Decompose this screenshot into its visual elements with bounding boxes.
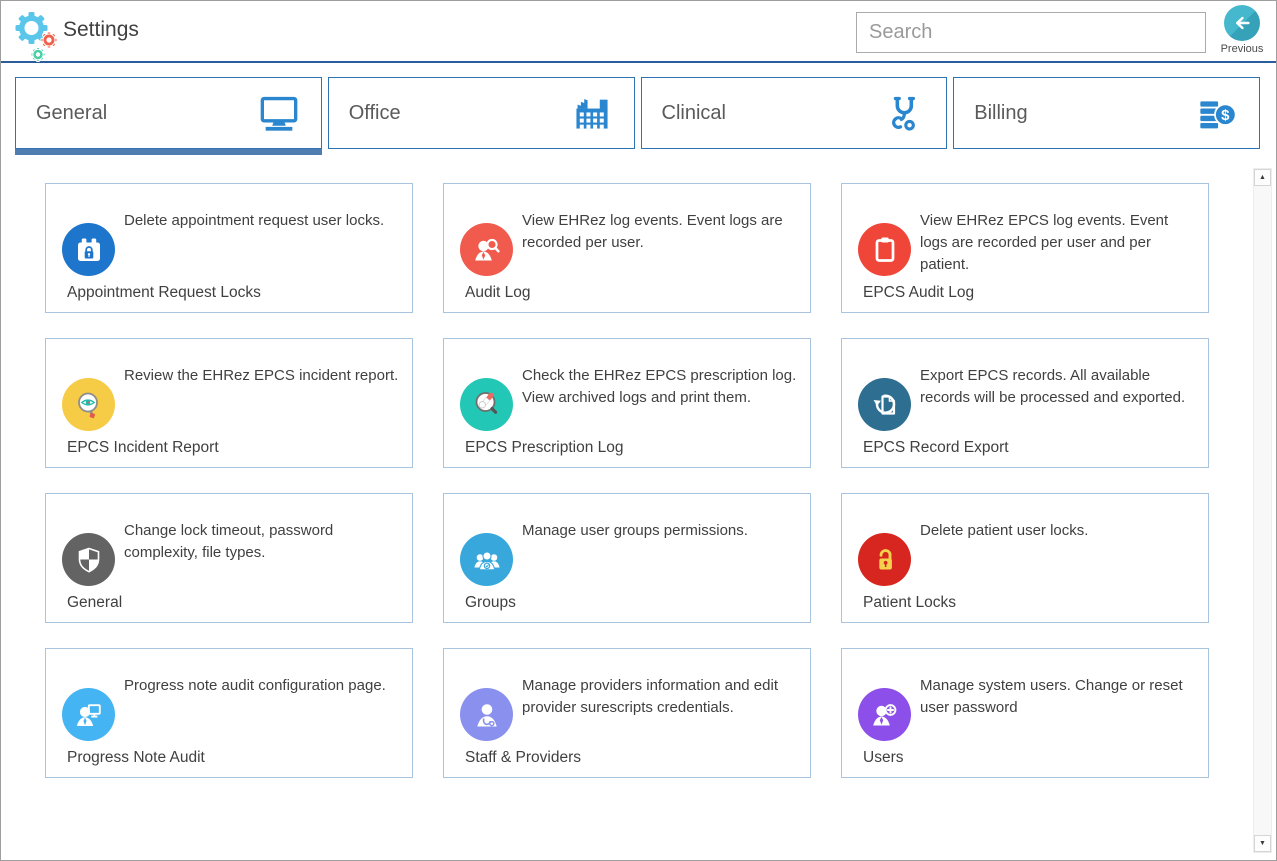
card-title: EPCS Incident Report: [67, 439, 219, 456]
card-title: EPCS Record Export: [863, 439, 1009, 456]
card-groups[interactable]: Manage user groups permissions. Groups: [443, 493, 811, 623]
card-description: View EHRez log events. Event logs are re…: [522, 212, 783, 251]
card-title: EPCS Audit Log: [863, 284, 975, 301]
card-description: Manage providers information and edit pr…: [522, 677, 778, 716]
person-plus-icon: [858, 688, 911, 741]
tab-label: Clinical: [661, 101, 726, 124]
card-title: Progress Note Audit: [67, 749, 205, 766]
scroll-down-icon[interactable]: ▼: [1254, 835, 1271, 852]
card-description: Review the EHRez EPCS incident report.: [124, 367, 399, 384]
card-description: Change lock timeout, password complexity…: [124, 522, 334, 561]
header: Settings Previous: [1, 1, 1276, 63]
stethoscope-icon: [892, 96, 916, 131]
document-export-icon: [858, 378, 911, 431]
card-progress-note-audit[interactable]: Progress note audit configuration page. …: [45, 648, 413, 778]
magnifier-eye-icon: [62, 378, 115, 431]
card-patient-locks[interactable]: Delete patient user locks. Patient Locks: [841, 493, 1209, 623]
person-search-icon: [460, 223, 513, 276]
open-lock-icon: [858, 533, 911, 586]
back-arrow-icon[interactable]: [1224, 5, 1260, 41]
card-description: Manage user groups permissions.: [522, 522, 748, 539]
person-stethoscope-icon: [460, 688, 513, 741]
calendar-lock-icon: [62, 223, 115, 276]
tab-office[interactable]: Office: [327, 77, 635, 149]
tab-label: General: [36, 101, 108, 124]
tab-label: Office: [348, 101, 401, 124]
card-appointment-request-locks[interactable]: Delete appointment request user locks. A…: [45, 183, 413, 313]
card-title: Staff & Providers: [465, 749, 582, 766]
tab-general[interactable]: General: [15, 77, 322, 155]
category-tabs: General Office Clinical: [1, 63, 1276, 155]
card-audit-log[interactable]: View EHRez log events. Event logs are re…: [443, 183, 811, 313]
previous-label: Previous: [1220, 43, 1264, 55]
card-title: General: [67, 594, 123, 611]
card-description: Delete patient user locks.: [920, 522, 1089, 539]
card-epcs-record-export[interactable]: Export EPCS records. All available recor…: [841, 338, 1209, 468]
card-title: Users: [863, 749, 904, 766]
card-title: Audit Log: [465, 284, 531, 301]
card-description: Progress note audit configuration page.: [124, 677, 386, 694]
clipboard-icon: [858, 223, 911, 276]
card-description: Export EPCS records. All available recor…: [920, 367, 1186, 406]
monitor-icon: [260, 96, 298, 131]
card-description: View EHRez EPCS log events. Event logs a…: [920, 212, 1169, 273]
card-title: Patient Locks: [863, 594, 957, 611]
card-title: Groups: [465, 594, 516, 611]
person-monitor-icon: [62, 688, 115, 741]
magnifier-pills-icon: [460, 378, 513, 431]
settings-panel: Delete appointment request user locks. A…: [1, 155, 1276, 858]
settings-gears-icon: [15, 12, 58, 62]
card-epcs-incident-report[interactable]: Review the EHRez EPCS incident report. E…: [45, 338, 413, 468]
card-grid: Delete appointment request user locks. A…: [1, 155, 1276, 778]
card-description: Manage system users. Change or reset use…: [920, 677, 1183, 716]
card-staff-providers[interactable]: Manage providers information and edit pr…: [443, 648, 811, 778]
card-epcs-prescription-log[interactable]: Check the EHRez EPCS prescription log. V…: [443, 338, 811, 468]
vertical-scrollbar[interactable]: ▲ ▼: [1253, 168, 1272, 853]
tab-clinical[interactable]: Clinical: [640, 77, 948, 149]
card-epcs-audit-log[interactable]: View EHRez EPCS log events. Event logs a…: [841, 183, 1209, 313]
shield-icon: [62, 533, 115, 586]
svg-text:$: $: [1221, 107, 1230, 124]
card-general[interactable]: Change lock timeout, password complexity…: [45, 493, 413, 623]
page-title: Settings: [63, 18, 139, 41]
search-input[interactable]: [856, 12, 1206, 53]
card-title: EPCS Prescription Log: [465, 439, 624, 456]
previous-button[interactable]: Previous: [1216, 5, 1268, 55]
tab-billing[interactable]: Billing $: [953, 77, 1260, 149]
tab-label: Billing: [974, 101, 1028, 124]
card-title: Appointment Request Locks: [67, 284, 261, 301]
card-description: Delete appointment request user locks.: [124, 212, 385, 229]
card-users[interactable]: Manage system users. Change or reset use…: [841, 648, 1209, 778]
people-group-icon: [460, 533, 513, 586]
factory-icon: [575, 99, 608, 129]
scroll-up-icon[interactable]: ▲: [1254, 169, 1271, 186]
billing-icon: $: [1200, 101, 1237, 129]
card-description: Check the EHRez EPCS prescription log. V…: [522, 367, 797, 406]
